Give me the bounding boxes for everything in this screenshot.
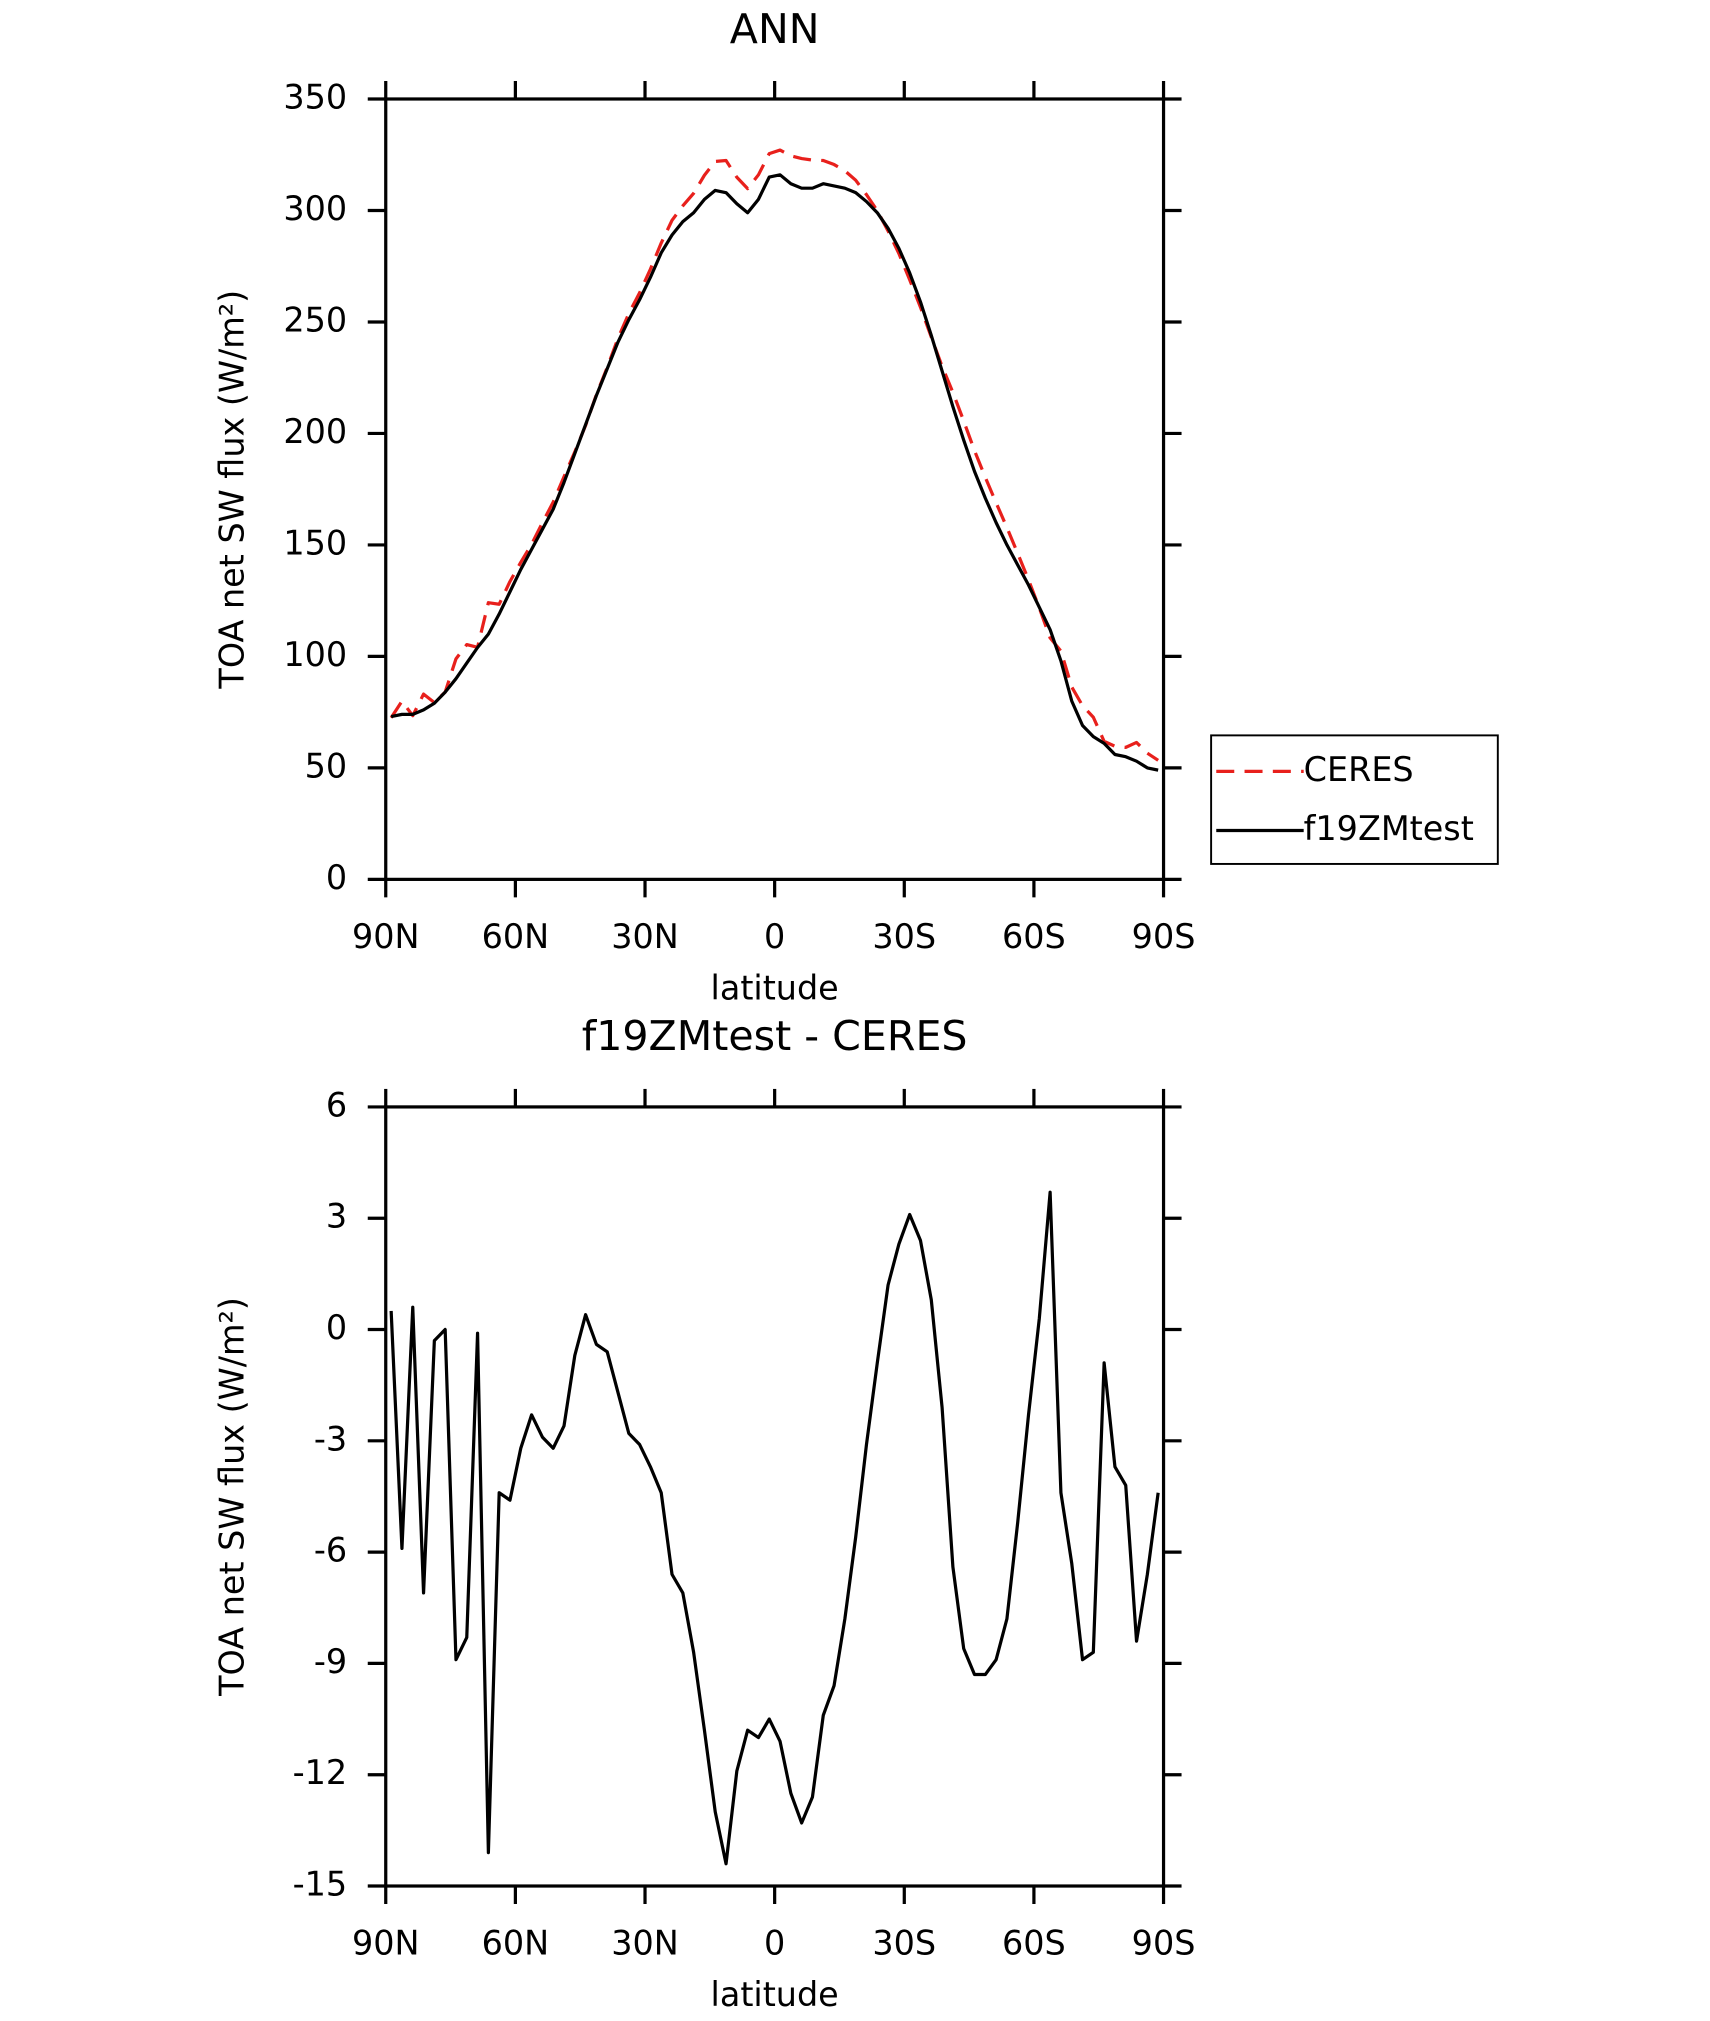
- y-tick-label: -3: [314, 1419, 347, 1458]
- legend-box: [1210, 734, 1499, 865]
- y-tick-label: 50: [305, 746, 348, 785]
- y-axis-label: TOA net SW flux (W/m²): [213, 290, 252, 690]
- x-tick-label: 60N: [482, 917, 550, 956]
- y-tick-label: 6: [326, 1085, 347, 1124]
- y-tick-label: 250: [283, 300, 347, 339]
- y-tick-label: 200: [283, 412, 347, 451]
- x-tick-label: 90N: [352, 917, 420, 956]
- y-tick-label: 3: [326, 1197, 347, 1236]
- y-tick-label: 350: [283, 77, 347, 116]
- x-tick-label: 90S: [1132, 917, 1196, 956]
- data-line: [389, 148, 1160, 762]
- x-tick-label: 90S: [1132, 1924, 1196, 1963]
- x-tick-label: 30N: [611, 1924, 679, 1963]
- y-tick-label: -15: [293, 1865, 348, 1904]
- x-tick-label: 30N: [611, 917, 679, 956]
- y-tick-label: 0: [326, 1308, 347, 1347]
- y-tick-label: 0: [326, 858, 347, 897]
- y-tick-label: -12: [293, 1753, 348, 1792]
- chart-title: f19ZMtest - CERES: [582, 1012, 968, 1060]
- y-tick-label: 300: [283, 189, 347, 228]
- x-tick-label: 30S: [872, 917, 936, 956]
- legend-label: f19ZMtest: [1304, 809, 1474, 848]
- y-tick-label: -6: [314, 1531, 347, 1570]
- x-tick-label: 60S: [1002, 917, 1066, 956]
- data-line: [390, 173, 1159, 772]
- x-tick-label: 90N: [352, 1924, 420, 1963]
- y-tick-label: -9: [314, 1642, 347, 1681]
- x-axis-label: latitude: [711, 968, 839, 1007]
- x-axis-label: latitude: [711, 1975, 839, 2014]
- y-tick-label: 100: [283, 635, 347, 674]
- y-tick-label: 150: [283, 523, 347, 562]
- x-tick-label: 30S: [872, 1924, 936, 1963]
- legend-label: CERES: [1304, 750, 1414, 789]
- plot-frame: [384, 97, 1166, 881]
- x-tick-label: 0: [764, 917, 785, 956]
- data-line: [389, 1190, 1160, 1866]
- chart-title: ANN: [730, 5, 820, 53]
- x-tick-label: 60S: [1002, 1924, 1066, 1963]
- x-tick-label: 0: [764, 1924, 785, 1963]
- x-tick-label: 60N: [482, 1924, 550, 1963]
- y-axis-label: TOA net SW flux (W/m²): [213, 1297, 252, 1697]
